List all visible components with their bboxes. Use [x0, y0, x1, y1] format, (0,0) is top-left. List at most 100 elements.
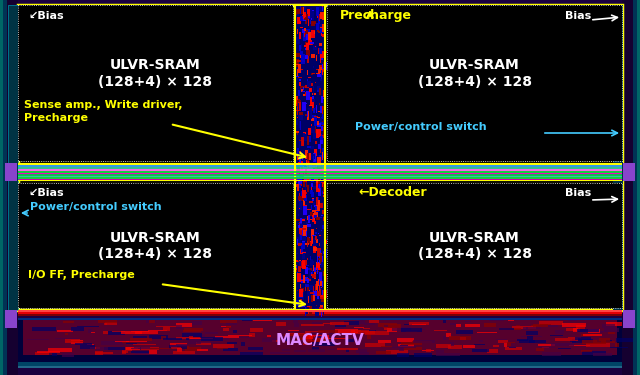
Bar — [399, 347, 404, 351]
Bar — [295, 91, 296, 99]
Bar — [301, 306, 305, 307]
Bar — [307, 158, 309, 166]
Bar — [316, 197, 319, 202]
Bar — [299, 297, 303, 298]
Bar — [313, 156, 314, 161]
Bar — [517, 339, 528, 341]
Bar — [18, 5, 622, 310]
Bar — [312, 115, 316, 119]
Bar — [18, 310, 622, 312]
Bar — [354, 327, 364, 328]
Bar — [307, 237, 310, 244]
Bar — [121, 331, 142, 334]
Bar — [300, 184, 302, 186]
Bar — [324, 126, 326, 128]
Bar — [387, 328, 397, 332]
Bar — [324, 132, 326, 139]
Bar — [317, 164, 320, 169]
Bar — [306, 160, 307, 168]
Bar — [299, 208, 300, 209]
Bar — [302, 59, 305, 62]
Bar — [317, 268, 318, 274]
Text: ULVR-SRAM: ULVR-SRAM — [110, 231, 201, 245]
Bar — [318, 155, 320, 160]
Bar — [170, 343, 187, 347]
Bar — [298, 77, 302, 78]
Bar — [126, 342, 137, 344]
Bar — [302, 227, 304, 235]
Bar — [315, 336, 322, 338]
Bar — [593, 353, 612, 356]
Bar — [323, 195, 325, 197]
Bar — [317, 74, 321, 77]
Bar — [296, 164, 299, 168]
Bar — [297, 117, 298, 118]
Bar — [305, 48, 306, 50]
Bar — [412, 341, 432, 343]
Bar — [308, 32, 311, 40]
Bar — [562, 323, 586, 327]
Bar — [52, 353, 57, 356]
Bar — [346, 349, 349, 352]
Bar — [303, 133, 305, 134]
Bar — [315, 232, 317, 234]
Bar — [184, 328, 203, 331]
Bar — [310, 259, 313, 266]
Bar — [313, 202, 315, 205]
Bar — [319, 235, 321, 236]
Bar — [314, 268, 316, 272]
Bar — [104, 323, 107, 325]
Bar — [318, 69, 319, 74]
Bar — [529, 340, 546, 343]
Bar — [521, 336, 542, 337]
Bar — [311, 229, 314, 236]
Bar — [300, 244, 304, 245]
Bar — [436, 350, 444, 353]
Bar — [306, 43, 309, 51]
Bar — [307, 81, 311, 87]
Bar — [322, 112, 323, 119]
Bar — [310, 212, 313, 216]
Bar — [63, 321, 74, 323]
Bar — [314, 212, 318, 218]
Bar — [319, 281, 320, 290]
Bar — [319, 287, 321, 296]
Bar — [412, 324, 426, 325]
Bar — [171, 347, 181, 349]
Bar — [201, 337, 223, 341]
Bar — [306, 306, 310, 307]
Bar — [321, 299, 325, 302]
Bar — [135, 352, 149, 354]
Bar — [320, 55, 321, 63]
Bar — [18, 174, 622, 176]
Bar — [311, 54, 315, 58]
Bar — [302, 102, 306, 111]
Bar — [303, 225, 307, 231]
Bar — [307, 46, 308, 48]
Bar — [304, 28, 306, 31]
Bar — [306, 309, 308, 314]
Bar — [320, 33, 321, 35]
Bar — [320, 50, 322, 51]
Bar — [310, 273, 312, 276]
Bar — [321, 259, 322, 267]
Bar — [223, 348, 238, 351]
Bar — [176, 323, 192, 327]
Bar — [604, 328, 619, 332]
Bar — [131, 351, 149, 353]
Bar — [309, 90, 312, 92]
Bar — [177, 348, 182, 352]
Bar — [303, 245, 305, 248]
Bar — [305, 306, 307, 311]
Bar — [316, 183, 320, 192]
Bar — [299, 157, 301, 164]
Bar — [300, 284, 301, 288]
Bar — [319, 14, 320, 21]
Bar — [323, 217, 326, 221]
Bar — [163, 338, 182, 340]
Bar — [300, 5, 301, 14]
Bar — [227, 342, 237, 344]
Bar — [302, 54, 305, 60]
Bar — [504, 343, 507, 347]
Bar — [296, 37, 300, 44]
